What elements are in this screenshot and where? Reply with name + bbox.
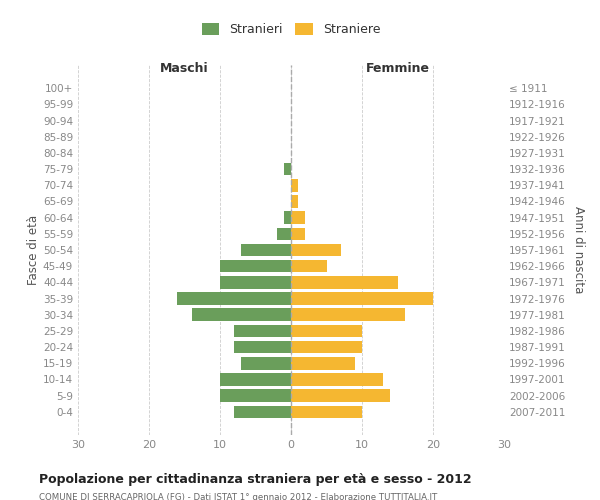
Bar xyxy=(291,406,362,418)
Text: Popolazione per cittadinanza straniera per età e sesso - 2012: Popolazione per cittadinanza straniera p… xyxy=(39,472,472,486)
Bar xyxy=(234,406,291,418)
Y-axis label: Anni di nascita: Anni di nascita xyxy=(572,206,585,294)
Bar xyxy=(277,228,291,240)
Bar xyxy=(291,276,398,288)
Bar xyxy=(241,244,291,256)
Bar xyxy=(291,308,404,321)
Bar xyxy=(291,195,298,208)
Legend: Stranieri, Straniere: Stranieri, Straniere xyxy=(198,20,384,40)
Bar xyxy=(178,292,291,305)
Bar xyxy=(220,276,291,288)
Bar xyxy=(291,244,341,256)
Bar xyxy=(291,324,362,337)
Bar xyxy=(234,324,291,337)
Bar xyxy=(291,260,326,272)
Text: Maschi: Maschi xyxy=(160,62,209,75)
Bar xyxy=(191,308,291,321)
Bar xyxy=(291,357,355,370)
Bar xyxy=(284,212,291,224)
Bar xyxy=(291,212,305,224)
Bar xyxy=(291,179,298,192)
Bar xyxy=(220,390,291,402)
Y-axis label: Fasce di età: Fasce di età xyxy=(27,215,40,285)
Text: COMUNE DI SERRACAPRIOLA (FG) - Dati ISTAT 1° gennaio 2012 - Elaborazione TUTTITA: COMUNE DI SERRACAPRIOLA (FG) - Dati ISTA… xyxy=(39,492,437,500)
Bar xyxy=(220,373,291,386)
Bar xyxy=(291,341,362,353)
Bar xyxy=(291,373,383,386)
Bar xyxy=(284,163,291,175)
Bar xyxy=(220,260,291,272)
Text: Femmine: Femmine xyxy=(365,62,430,75)
Bar xyxy=(234,341,291,353)
Bar xyxy=(291,390,391,402)
Bar xyxy=(291,228,305,240)
Bar xyxy=(291,292,433,305)
Bar xyxy=(241,357,291,370)
